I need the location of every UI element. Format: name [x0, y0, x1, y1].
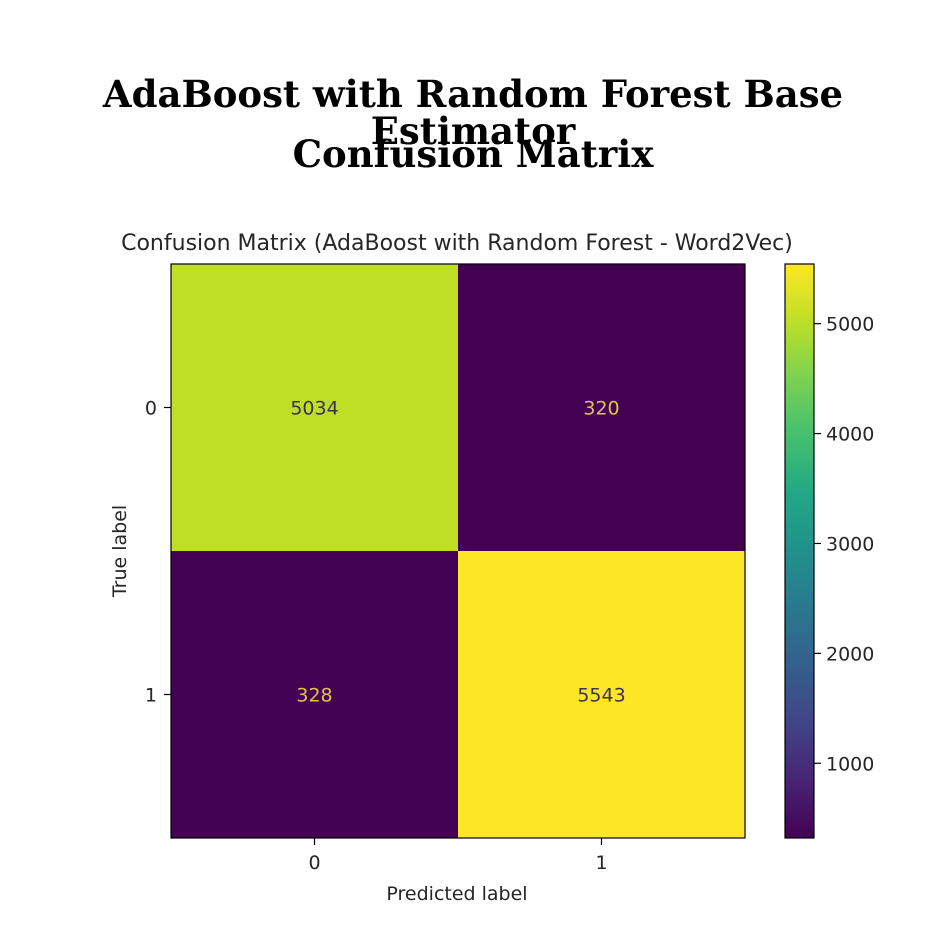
cell-r0-c1 — [458, 264, 745, 551]
colorbar-tick-label-3: 4000 — [826, 424, 874, 446]
cell-value-r1-c1: 5543 — [577, 685, 625, 707]
y-tick-label-1: 1 — [145, 685, 157, 707]
colorbar-ticks: 1000 2000 3000 4000 5000 — [814, 314, 874, 775]
chart-title: Confusion Matrix (AdaBoost with Random F… — [121, 231, 793, 256]
colorbar-tick-label-4: 5000 — [826, 314, 874, 336]
colorbar-tick-label-0: 1000 — [826, 753, 874, 775]
cell-value-r0-c1: 320 — [583, 398, 619, 420]
cell-r1-c1 — [458, 551, 745, 838]
colorbar-tick-label-2: 3000 — [826, 533, 874, 555]
colorbar-tick-label-1: 2000 — [826, 643, 874, 665]
heatmap-cells: 5034 320 328 5543 — [171, 264, 745, 838]
cell-r1-c0 — [171, 551, 458, 838]
colorbar — [785, 264, 814, 838]
x-tick-label-1: 1 — [595, 852, 607, 874]
cell-value-r0-c0: 5034 — [290, 398, 338, 420]
x-tick-label-0: 0 — [308, 852, 320, 874]
y-axis: 01 — [145, 398, 171, 707]
cell-value-r1-c0: 328 — [296, 685, 332, 707]
y-tick-label-0: 0 — [145, 398, 157, 420]
y-axis-label: True label — [109, 505, 131, 598]
page-heading-line-2: Confusion Matrix — [292, 132, 654, 176]
x-axis-label: Predicted label — [386, 883, 527, 905]
page-heading-line-1: AdaBoost with Random Forest Base Estimat… — [102, 72, 844, 153]
cell-r0-c0 — [171, 264, 458, 551]
plot-frame — [170, 263, 746, 839]
colorbar-frame — [784, 263, 815, 839]
